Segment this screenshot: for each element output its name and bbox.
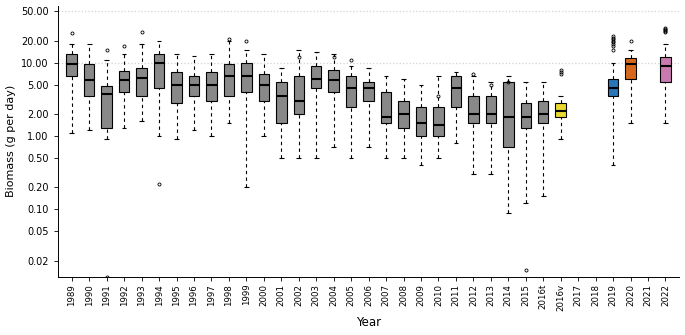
Bar [660,57,671,82]
Bar [503,82,514,147]
Bar [363,82,374,101]
Bar [608,79,619,96]
Bar [224,64,234,96]
Bar [468,96,479,123]
Bar [416,107,426,136]
Bar [311,66,321,88]
Bar [154,54,164,88]
Bar [293,76,304,114]
Bar [538,101,549,123]
Y-axis label: Biomass (g per day): Biomass (g per day) [5,85,16,197]
Bar [171,72,182,103]
Bar [276,82,286,123]
Bar [451,76,461,107]
Bar [206,72,216,101]
Bar [101,86,112,128]
X-axis label: Year: Year [356,317,381,329]
Bar [66,54,77,76]
Bar [433,107,444,136]
Bar [119,71,129,92]
Bar [486,96,496,123]
Bar [381,92,391,123]
Bar [189,76,199,96]
Bar [556,103,566,117]
Bar [328,70,339,92]
Bar [398,101,409,128]
Bar [521,103,531,128]
Bar [241,63,251,92]
Bar [259,74,269,101]
Bar [136,68,147,96]
Bar [346,76,356,107]
Bar [625,58,636,79]
Bar [84,64,95,96]
